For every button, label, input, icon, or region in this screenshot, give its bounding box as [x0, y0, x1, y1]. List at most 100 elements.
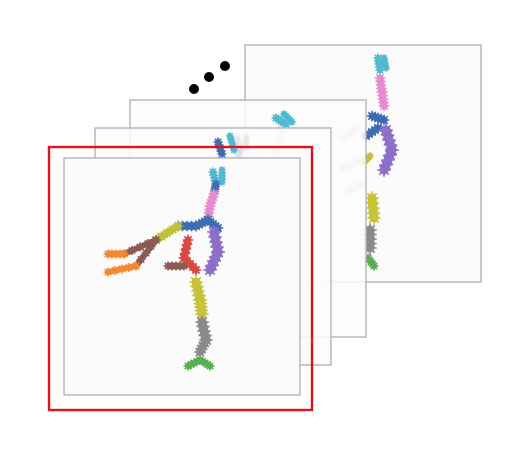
body-part-tuft	[181, 239, 193, 250]
body-part-tuft	[211, 245, 225, 259]
body-part-tuft	[179, 261, 189, 271]
body-part-tuft	[381, 153, 395, 167]
body-part-tuft	[378, 100, 390, 112]
body-part-tuft	[235, 145, 245, 155]
body-part-tuft	[127, 246, 137, 255]
body-part-tuft	[161, 227, 173, 239]
body-part-tuft	[205, 258, 219, 273]
body-part-tuft	[103, 249, 113, 259]
body-part-tuft	[385, 143, 399, 157]
body-part-tuft	[210, 240, 224, 254]
body-part-tuft	[146, 242, 156, 251]
body-part-tuft	[208, 230, 222, 244]
body-part-tuft	[124, 263, 134, 272]
body-part-tuft	[191, 284, 205, 298]
body-part-tuft	[206, 194, 218, 206]
body-part-tuft	[369, 111, 381, 123]
body-part-tuft	[192, 357, 202, 366]
body-part-tuft	[136, 255, 146, 264]
body-part-tuft	[200, 334, 212, 346]
body-part-tuft	[242, 135, 250, 143]
body-part-tuft	[276, 122, 286, 132]
body-part-tuft	[242, 138, 250, 146]
body-part-tuft	[234, 150, 244, 160]
body-part-tuft	[242, 132, 250, 140]
ellipsis-dot	[220, 61, 230, 71]
body-part-tuft	[195, 343, 208, 355]
body-part-tuft	[242, 141, 250, 149]
body-part-tuft	[366, 110, 378, 122]
body-part-tuft	[189, 358, 199, 368]
selected-frame-highlight	[47, 145, 314, 412]
body-part-tuft	[207, 191, 219, 203]
body-part-tuft	[183, 361, 193, 371]
body-part-tuft	[156, 231, 167, 242]
body-part-tuft	[372, 112, 384, 124]
body-part-tuft	[288, 118, 296, 126]
body-part-tuft	[207, 254, 221, 268]
body-part-tuft	[226, 132, 234, 140]
body-part-tuft	[214, 140, 224, 150]
body-part-tuft	[369, 261, 379, 271]
body-part-tuft	[367, 211, 381, 225]
body-part-tuft	[180, 243, 192, 255]
body-part-tuft	[151, 235, 161, 245]
body-part-tuft	[189, 275, 203, 289]
body-part-tuft	[207, 225, 221, 239]
body-part-tuft	[141, 248, 151, 258]
body-part-tuft	[190, 279, 204, 294]
body-part-tuft	[195, 307, 209, 321]
body-part-tuft	[172, 220, 184, 232]
body-part-tuft	[203, 263, 217, 277]
ellipsis-dot	[189, 84, 199, 94]
body-part-tuft	[179, 248, 191, 259]
body-part-tuft	[233, 136, 243, 146]
body-part-tuft	[232, 133, 242, 143]
pose-figure-front	[103, 166, 226, 371]
body-part-tuft	[235, 148, 244, 157]
body-part-tuft	[195, 315, 209, 329]
body-part-tuft	[198, 328, 212, 343]
body-part-tuft	[383, 148, 397, 162]
body-part-tuft	[228, 139, 236, 147]
body-part-tuft	[227, 135, 235, 144]
body-part-tuft	[167, 224, 178, 235]
body-part-tuft	[186, 360, 196, 369]
body-part-tuft	[377, 163, 391, 177]
body-part-tuft	[197, 324, 211, 338]
body-part-tuft	[194, 346, 206, 358]
body-part-tuft	[209, 249, 223, 264]
body-part-tuft	[209, 235, 223, 249]
body-part-tuft	[213, 137, 223, 147]
body-part-tuft	[196, 319, 210, 334]
body-part-tuft	[192, 288, 206, 303]
body-part-tuft	[379, 158, 393, 172]
body-part-tuft	[110, 266, 120, 275]
body-part-tuft	[182, 234, 194, 246]
frame-front	[63, 157, 301, 396]
body-part-tuft	[378, 114, 390, 126]
body-part-tuft	[103, 267, 113, 277]
body-part-tuft	[217, 149, 227, 159]
body-part-tuft	[216, 146, 226, 156]
body-part-tuft	[190, 264, 202, 276]
frame-front-border	[63, 157, 301, 396]
body-part-tuft	[375, 65, 385, 75]
body-part-tuft	[383, 138, 398, 152]
body-part-tuft	[382, 64, 390, 72]
body-part-tuft	[281, 119, 291, 129]
body-part-tuft	[379, 123, 393, 137]
body-part-tuft	[135, 242, 145, 252]
body-part-tuft	[363, 241, 377, 255]
body-part-tuft	[235, 145, 245, 155]
body-part-tuft	[230, 146, 238, 154]
body-part-tuft	[205, 361, 215, 371]
body-part-tuft	[190, 220, 202, 232]
body-part-tuft	[197, 340, 209, 352]
body-part-tuft	[380, 128, 395, 142]
body-part-tuft	[117, 264, 127, 274]
body-part-tuft	[218, 178, 226, 186]
ellipsis-dot	[204, 72, 214, 82]
body-part-tuft	[234, 139, 243, 149]
